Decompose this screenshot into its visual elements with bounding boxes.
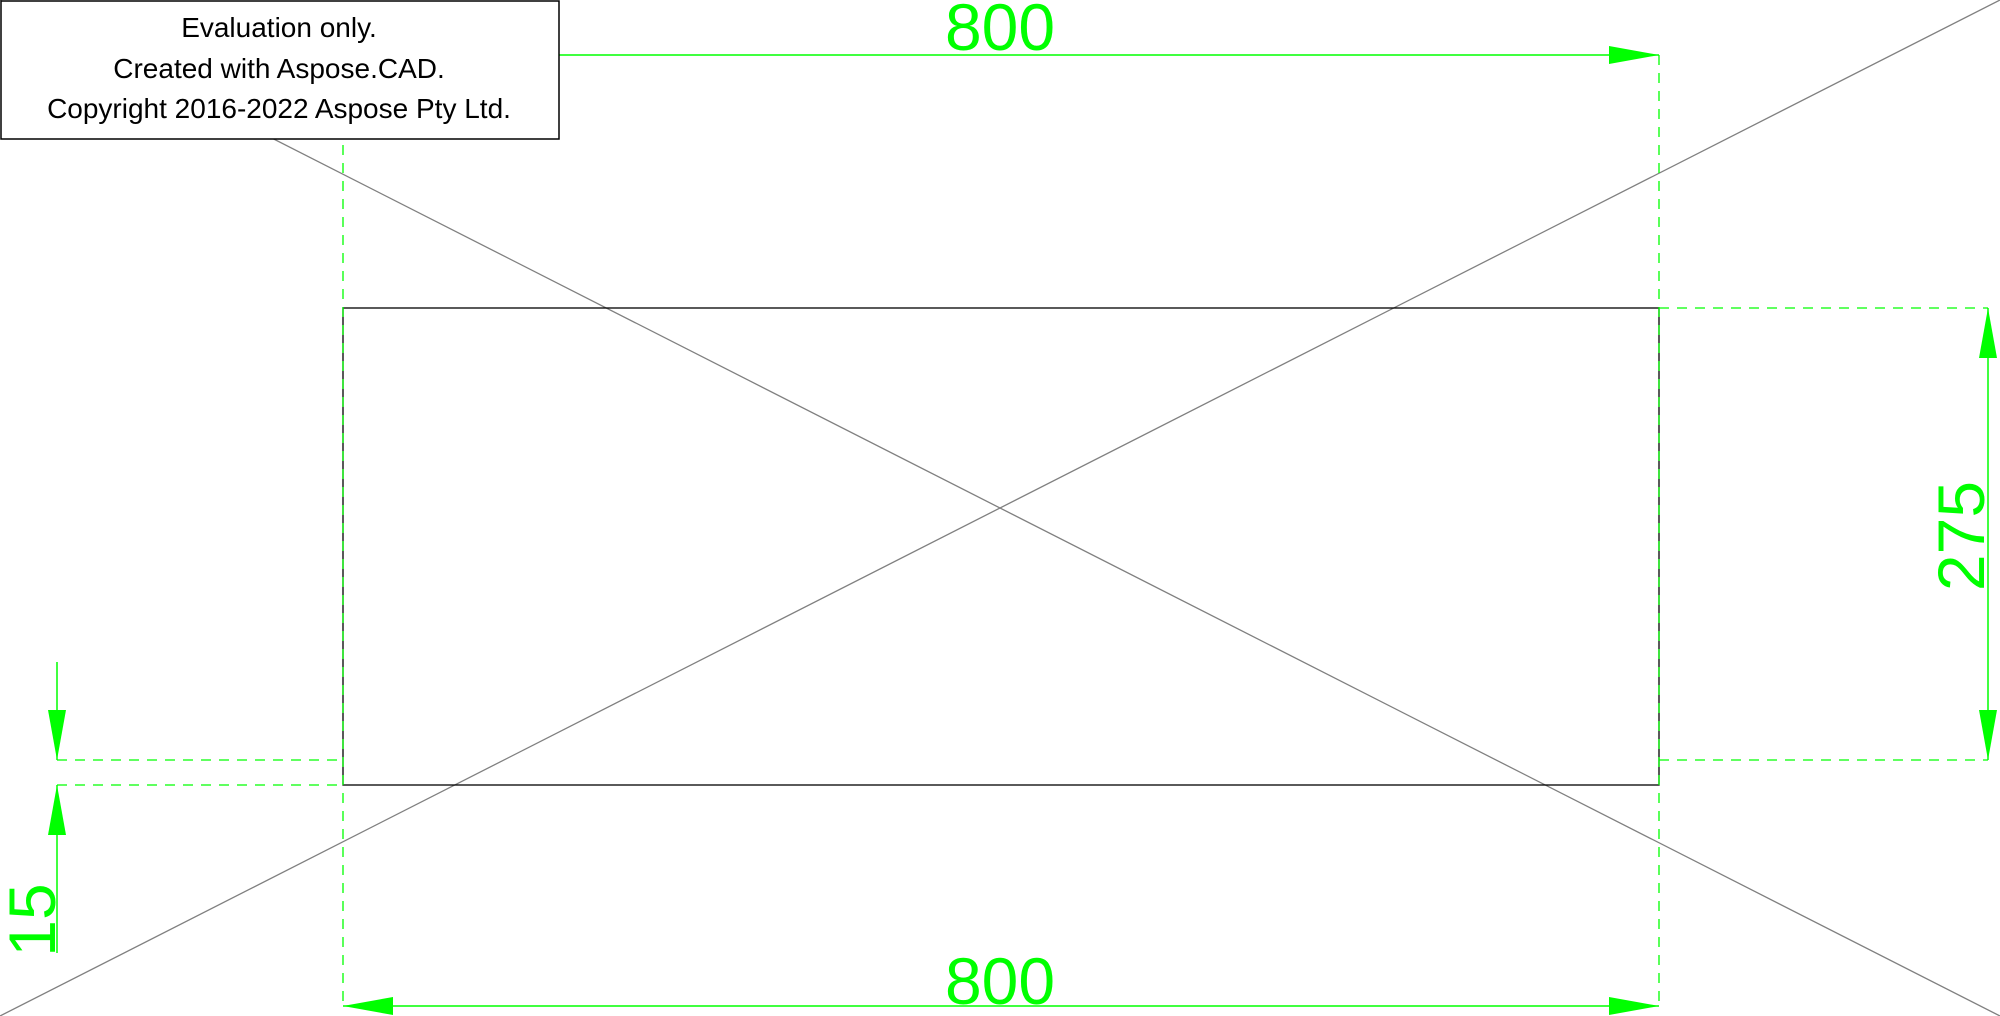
watermark-line-2: Created with Aspose.CAD. — [113, 53, 445, 84]
watermark-box — [0, 0, 560, 140]
arrowhead-left-lower — [48, 785, 66, 835]
watermark: Evaluation only. Created with Aspose.CAD… — [0, 0, 560, 140]
arrowhead-right-bottom — [1979, 710, 1997, 760]
dimension-text-right: 275 — [1924, 481, 1998, 591]
dimension-text-top: 800 — [945, 0, 1055, 64]
extension-lines — [57, 55, 1988, 1006]
main-rectangle — [342, 307, 1660, 786]
dimension-bottom — [343, 997, 1659, 1015]
dimension-left — [48, 662, 66, 953]
arrowhead-top-right — [1609, 46, 1659, 64]
watermark-line-1: Evaluation only. — [181, 12, 377, 43]
dimension-right — [1979, 308, 1997, 760]
dimension-text-left: 15 — [0, 883, 69, 956]
arrowhead-right-top — [1979, 308, 1997, 358]
arrowhead-bottom-right — [1609, 997, 1659, 1015]
watermark-line-3: Copyright 2016-2022 Aspose Pty Ltd. — [47, 93, 511, 124]
dimension-text-bottom: 800 — [945, 944, 1055, 1016]
arrowhead-bottom-left — [343, 997, 393, 1015]
arrowhead-left-upper — [48, 710, 66, 760]
